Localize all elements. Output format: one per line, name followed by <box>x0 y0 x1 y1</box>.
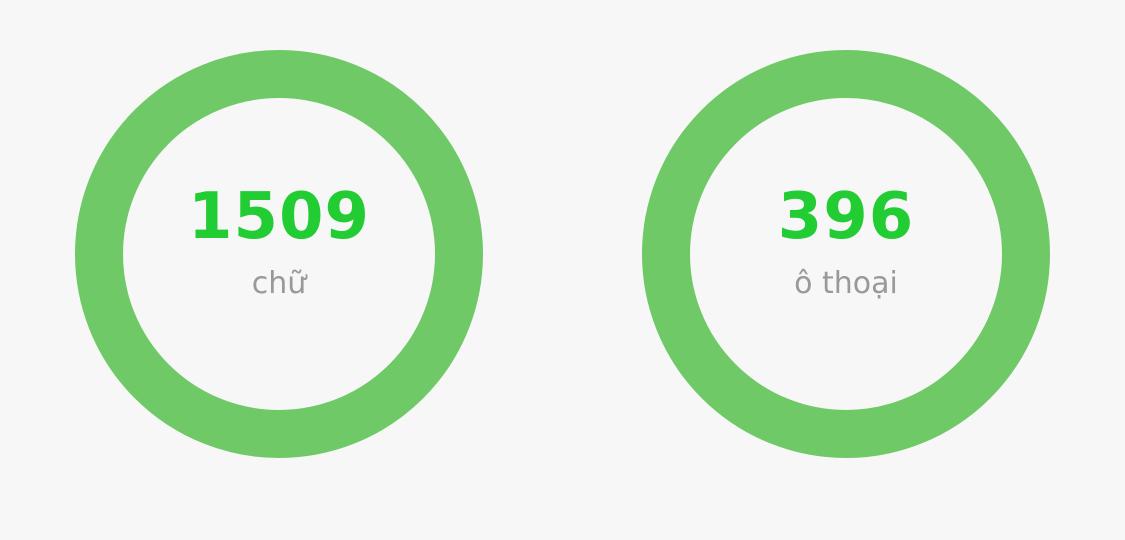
dialogue-count-value: 396 <box>777 180 915 254</box>
dialogue-count-ring: 396 ô thoại <box>642 50 1050 458</box>
dialogue-count-label: ô thoại <box>794 266 898 301</box>
word-count-ring: 1509 chữ <box>75 50 483 458</box>
word-count-value: 1509 <box>187 180 371 254</box>
word-count-label: chữ <box>251 266 307 301</box>
